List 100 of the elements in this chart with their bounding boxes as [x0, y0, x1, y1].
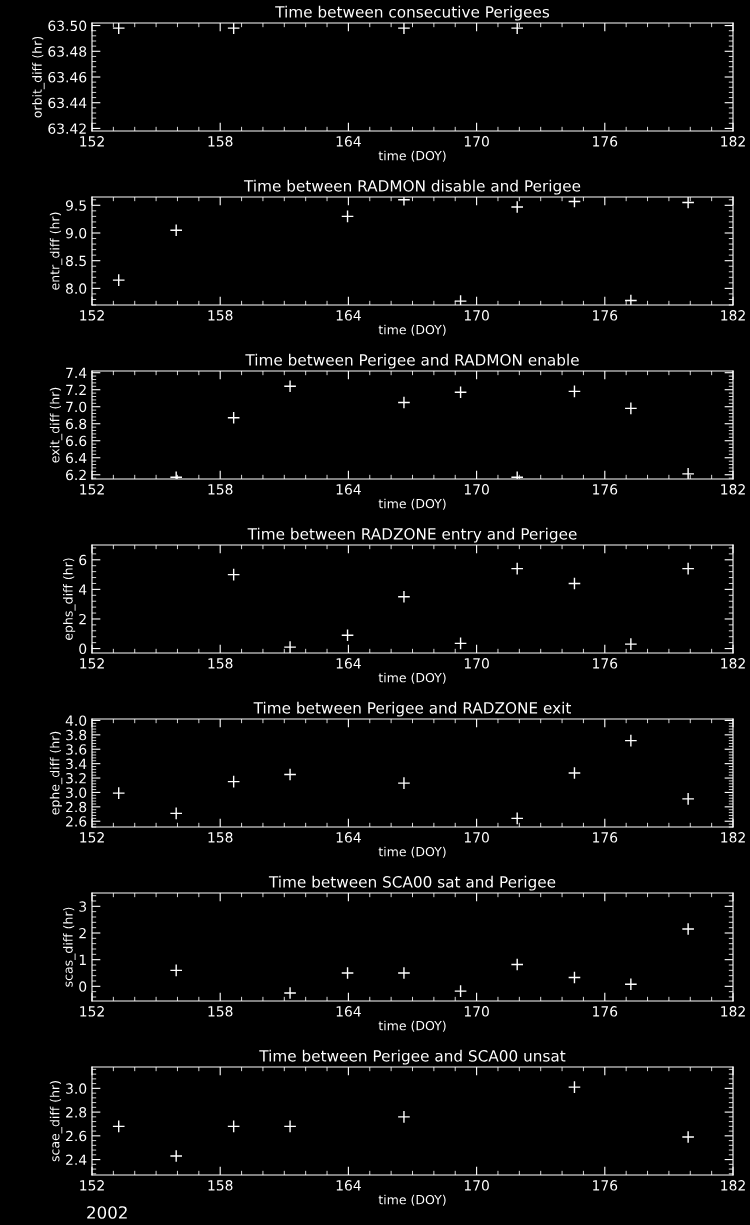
x-tick-label: 164 [336, 1180, 361, 1191]
y-tick-label: 2 [79, 927, 86, 939]
y-tick-label: 3.0 [66, 787, 87, 798]
y-tick-label: 4.0 [65, 715, 87, 726]
x-tick-label: 152 [80, 136, 104, 147]
y-tick-label: 3 [79, 901, 87, 912]
x-tick-label: 164 [336, 484, 361, 495]
x-tick-label: 176 [593, 484, 618, 495]
point [112, 273, 126, 287]
point [283, 379, 297, 393]
x-axis-title: time (DOY) [378, 498, 446, 510]
point [397, 590, 411, 604]
y-tick-label: 7.0 [66, 401, 87, 413]
x-tick-label: 182 [721, 1006, 745, 1017]
y-tick-label: 3.2 [66, 773, 86, 784]
x-tick-label: 170 [464, 310, 489, 321]
point [169, 1149, 183, 1163]
y-tick-label: 2.8 [66, 1107, 87, 1118]
y-axis-title: ephe_diff (hr) [49, 731, 63, 815]
y-axis-title: ephs_diff (hr) [63, 558, 76, 640]
x-axis-title: time (DOY) [378, 672, 446, 684]
point [227, 1119, 241, 1133]
point [567, 971, 581, 985]
chart-title: Time between consecutive Perigees [275, 5, 550, 21]
point [681, 792, 695, 806]
y-tick-label: 63.46 [48, 71, 87, 83]
x-tick-label: 164 [336, 658, 361, 669]
point [397, 395, 411, 409]
y-tick-label: 6.8 [66, 418, 87, 430]
x-tick-label: 164 [336, 1006, 361, 1017]
y-tick-label: 0 [79, 643, 87, 655]
chart-title: Time between Perigee and SCA00 unsat [259, 1049, 566, 1065]
y-axis-title: exit_diff (hr) [49, 387, 63, 463]
point [341, 209, 355, 223]
x-tick-label: 176 [593, 832, 618, 843]
x-tick-label: 158 [208, 310, 233, 321]
x-tick-label: 152 [80, 310, 104, 321]
x-axis-title: time (DOY) [378, 1020, 446, 1032]
y-tick-label: 9.5 [65, 200, 86, 211]
y-tick-label: 6 [79, 554, 87, 566]
x-axis-title: time (DOY) [378, 150, 446, 162]
y-tick-label: 8.0 [65, 283, 87, 294]
x-tick-label: 170 [464, 1180, 489, 1191]
x-tick-label: 176 [593, 1006, 618, 1017]
x-axis-title: time (DOY) [378, 846, 446, 858]
chart-title: Time between Perigee and RADZONE exit [253, 701, 572, 717]
y-tick-label: 6.4 [66, 452, 87, 464]
x-tick-label: 176 [593, 1180, 618, 1191]
point [624, 294, 638, 305]
y-tick-label: 7.2 [66, 384, 86, 395]
y-tick-label: 1 [79, 954, 86, 965]
y-tick-label: 8.5 [65, 255, 86, 267]
y-tick-label: 2 [79, 613, 86, 625]
point [112, 1119, 126, 1133]
y-tick-label: 3.4 [66, 758, 87, 770]
x-tick-label: 164 [336, 310, 361, 321]
point [227, 775, 241, 789]
point [397, 1110, 411, 1124]
x-tick-label: 152 [80, 658, 104, 669]
y-tick-label: 3.8 [66, 729, 87, 741]
point [567, 197, 581, 208]
x-tick-label: 152 [80, 832, 104, 843]
y-tick-label: 2.6 [66, 816, 87, 827]
point [283, 986, 297, 1000]
point [454, 636, 468, 650]
y-tick-label: 2.8 [66, 801, 87, 813]
point [510, 562, 524, 576]
x-tick-label: 170 [464, 484, 489, 495]
y-tick-label: 6.6 [66, 435, 87, 447]
point [681, 1130, 695, 1144]
point [567, 1080, 581, 1094]
x-tick-label: 170 [464, 1006, 489, 1017]
point [624, 401, 638, 415]
x-tick-label: 164 [336, 136, 361, 147]
y-tick-label: 63.44 [48, 97, 87, 109]
point [510, 811, 524, 825]
x-tick-label: 182 [721, 1180, 745, 1191]
x-tick-label: 158 [208, 136, 233, 147]
x-tick-label: 182 [721, 832, 745, 843]
x-tick-label: 164 [336, 832, 361, 843]
y-axis-title: scas_diff (hr) [63, 907, 76, 987]
point [283, 767, 297, 781]
x-tick-label: 182 [721, 484, 745, 495]
point [227, 568, 241, 582]
point [454, 294, 468, 305]
point [169, 963, 183, 977]
point [169, 223, 183, 237]
point [169, 806, 183, 820]
x-axis-title: time (DOY) [378, 1194, 446, 1206]
point [227, 411, 241, 425]
x-tick-label: 170 [464, 832, 489, 843]
point [567, 766, 581, 780]
x-tick-label: 176 [593, 136, 618, 147]
y-tick-label: 3.6 [66, 744, 87, 755]
y-axis-title: orbit_diff (hr) [32, 36, 45, 118]
x-tick-label: 182 [721, 310, 745, 321]
chart-title: Time between RADMON disable and Perigee [243, 179, 581, 195]
x-tick-label: 152 [80, 484, 104, 495]
x-axis-title: time (DOY) [378, 324, 446, 336]
y-tick-label: 6.2 [66, 469, 86, 481]
